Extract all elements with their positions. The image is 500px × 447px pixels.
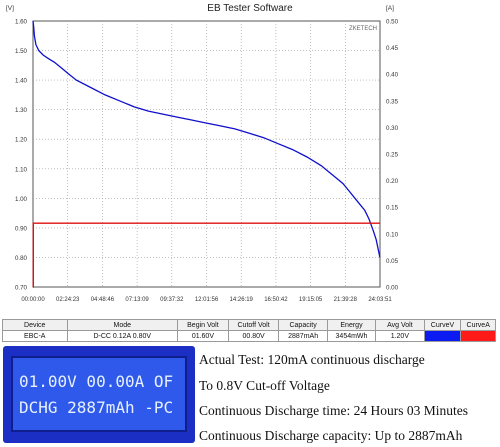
x-axis-tick-label: 12:01:56 — [195, 297, 219, 303]
current-curve — [32, 222, 380, 288]
cell-begin-volt: 01.60V — [177, 330, 229, 342]
results-table: Device Mode Begin Volt Cutoff Volt Capac… — [2, 319, 496, 342]
column-header-capacity: Capacity — [278, 319, 328, 331]
discharge-chart: 1.60 1.50 1.40 1.30 1.20 1.10 1.00 0.90 0.80 0.70… — [6, 5, 399, 303]
x-axis-tick-label: 04:48:46 — [91, 297, 115, 303]
curve-v-color-swatch[interactable] — [423, 330, 462, 342]
column-header-curve-v: CurveV — [423, 319, 462, 331]
column-header-device: Device — [2, 319, 68, 331]
x-axis-tick-label: 21:39:28 — [334, 297, 358, 303]
column-header-cutoff-volt: Cutoff Volt — [227, 319, 280, 331]
left-axis-tick-label: 1.20 — [15, 137, 28, 144]
cell-energy: 3454mWh — [326, 330, 377, 342]
cell-mode: D-CC 0.12A 0.80V — [66, 330, 179, 342]
left-axis-tick-label: 0.80 — [15, 255, 28, 262]
left-axis-tick-label: 1.10 — [15, 166, 28, 173]
column-header-curve-a: CurveA — [460, 319, 496, 331]
x-axis-tick-label: 00:00:00 — [21, 297, 45, 303]
left-axis-unit: [V] — [6, 5, 14, 12]
right-axis-tick-label: 0.10 — [386, 231, 399, 238]
voltage-curve — [32, 20, 381, 258]
right-axis-tick-label: 0.25 — [386, 152, 399, 159]
cell-cutoff-volt: 00.80V — [227, 330, 280, 342]
left-axis-tick-label: 1.60 — [15, 19, 28, 26]
cell-device: EBC-A — [2, 330, 68, 342]
note-discharge-time: Continuous Discharge time: 24 Hours 03 M… — [199, 403, 468, 418]
lcd-line-2: DCHG 2887mAh -PC — [19, 398, 174, 417]
note-cutoff-voltage: To 0.8V Cut-off Voltage — [199, 378, 330, 393]
column-header-avg-volt: Avg Volt — [375, 319, 425, 331]
cell-avg-volt: 1.20V — [375, 330, 425, 342]
right-axis-tick-label: 0.30 — [386, 125, 399, 132]
x-axis-tick-label: 14:26:19 — [230, 297, 254, 303]
column-header-begin-volt: Begin Volt — [177, 319, 229, 331]
note-test-current: Actual Test: 120mA continuous discharge — [199, 352, 425, 367]
right-axis-tick-label: 0.40 — [386, 72, 399, 79]
window-title: EB Tester Software — [207, 3, 293, 14]
right-axis-tick-label: 0.50 — [386, 19, 399, 26]
right-axis-tick-label: 0.20 — [386, 178, 399, 185]
lcd-display: 01.00V 00.00A OF DCHG 2887mAh -PC — [3, 346, 195, 443]
x-axis-tick-label: 02:24:23 — [56, 297, 80, 303]
right-axis-tick-label: 0.05 — [386, 258, 399, 265]
x-axis-tick-label: 24:03:51 — [368, 297, 392, 303]
watermark: ZKETECH — [349, 26, 377, 32]
right-axis-tick-label: 0.45 — [386, 45, 399, 52]
cell-capacity: 2887mAh — [278, 330, 328, 342]
lcd-line-1: 01.00V 00.00A OF — [19, 372, 174, 391]
table-row[interactable]: EBC-A D-CC 0.12A 0.80V 01.60V 00.80V 288… — [2, 330, 496, 342]
column-header-energy: Energy — [326, 319, 377, 331]
right-axis-tick-label: 0.00 — [386, 285, 399, 292]
left-axis-tick-label: 0.90 — [15, 225, 28, 232]
table-header-row: Device Mode Begin Volt Cutoff Volt Capac… — [2, 319, 496, 331]
note-discharge-capacity: Continuous Discharge capacity: Up to 288… — [199, 428, 463, 443]
column-header-mode: Mode — [66, 319, 179, 331]
left-axis-tick-label: 1.00 — [15, 196, 28, 203]
curve-a-color-swatch[interactable] — [460, 330, 496, 342]
right-axis-tick-label: 0.35 — [386, 98, 399, 105]
left-axis-tick-label: 1.40 — [15, 78, 28, 85]
x-axis-tick-label: 16:50:42 — [264, 297, 288, 303]
left-axis-tick-label: 0.70 — [15, 285, 28, 292]
x-axis-tick-label: 19:15:05 — [299, 297, 323, 303]
x-axis-tick-label: 09:37:32 — [160, 297, 184, 303]
right-axis-tick-label: 0.15 — [386, 205, 399, 212]
left-axis-tick-label: 1.50 — [15, 48, 28, 55]
lcd-screen: 01.00V 00.00A OF DCHG 2887mAh -PC — [11, 356, 187, 432]
x-axis-tick-label: 07:13:09 — [125, 297, 149, 303]
right-axis-unit: [A] — [386, 5, 394, 12]
left-axis-tick-label: 1.30 — [15, 107, 28, 114]
